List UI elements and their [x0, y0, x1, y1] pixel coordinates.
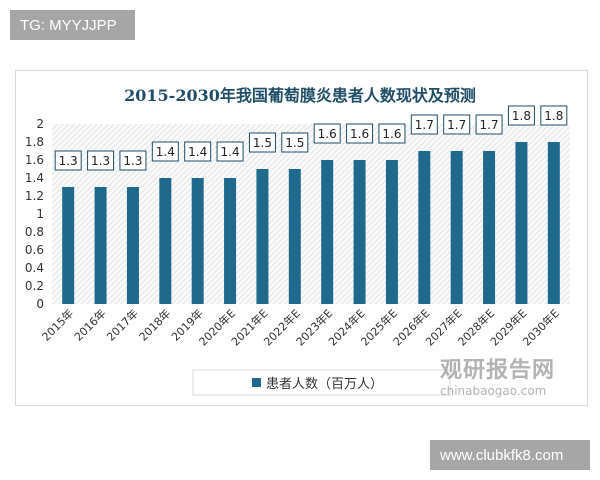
- data-label: 1.7: [415, 118, 434, 132]
- data-label-box: [248, 132, 276, 153]
- bar: [94, 187, 107, 304]
- data-label-box: [216, 141, 244, 162]
- watermark-top-left: TG: MYYJJPP: [10, 10, 135, 40]
- data-label: 1.8: [512, 109, 531, 123]
- data-label-box: [87, 150, 115, 171]
- chart-title: 2015-2030年我国葡萄膜炎患者人数现状及预测: [124, 86, 476, 105]
- bar: [159, 178, 172, 304]
- data-label-box: [281, 132, 309, 153]
- data-label: 1.6: [350, 127, 369, 141]
- data-label-box: [313, 123, 341, 144]
- data-label: 1.6: [382, 127, 401, 141]
- y-tick-label: 1.4: [25, 171, 44, 185]
- data-label: 1.5: [285, 136, 304, 150]
- bar: [224, 178, 237, 304]
- bar: [321, 160, 334, 304]
- y-tick-label: 0.6: [25, 243, 44, 257]
- y-tick-label: 0.2: [25, 279, 44, 293]
- data-label: 1.8: [544, 109, 563, 123]
- watermark-bottom-right: www.clubkfk8.com: [430, 440, 590, 470]
- data-label: 1.4: [188, 145, 207, 159]
- y-tick-label: 1.8: [25, 135, 44, 149]
- bar: [515, 142, 528, 304]
- bar: [385, 160, 398, 304]
- data-label: 1.3: [91, 154, 110, 168]
- watermark-logo: 观研报告网 chinabaogao.com: [440, 358, 556, 398]
- bar: [547, 142, 560, 304]
- bar: [62, 187, 75, 304]
- data-label: 1.3: [123, 154, 142, 168]
- bar: [353, 160, 366, 304]
- data-label-box: [507, 105, 535, 126]
- bar: [450, 151, 463, 304]
- bar: [126, 187, 139, 304]
- y-tick-label: 1.2: [25, 189, 44, 203]
- y-tick-label: 2: [36, 117, 44, 131]
- data-label: 1.4: [221, 145, 240, 159]
- data-label: 1.6: [318, 127, 337, 141]
- data-label: 1.7: [480, 118, 499, 132]
- y-tick-label: 0.4: [25, 261, 44, 275]
- bar: [288, 169, 301, 304]
- data-label-box: [540, 105, 568, 126]
- data-label-box: [119, 150, 147, 171]
- chart-frame: [15, 70, 588, 406]
- legend-swatch: [252, 378, 261, 387]
- data-label-box: [151, 141, 179, 162]
- data-label-box: [443, 114, 471, 135]
- data-label: 1.7: [447, 118, 466, 132]
- x-tick-label: 2017年: [104, 306, 141, 343]
- bar: [483, 151, 496, 304]
- data-label: 1.5: [253, 136, 272, 150]
- data-label-box: [378, 123, 406, 144]
- y-tick-label: 1: [36, 207, 44, 221]
- x-tick-label: 2018年: [136, 306, 173, 343]
- data-label: 1.3: [59, 154, 78, 168]
- y-tick-label: 0.8: [25, 225, 44, 239]
- y-tick-label: 1.6: [25, 153, 44, 167]
- data-label-box: [184, 141, 212, 162]
- legend: 患者人数（百万人）: [192, 369, 451, 396]
- x-tick-label: 2016年: [71, 306, 108, 343]
- y-tick-label: 0: [36, 297, 44, 311]
- bar: [191, 178, 204, 304]
- data-label-box: [410, 114, 438, 135]
- data-label-box: [475, 114, 503, 135]
- data-label-box: [54, 150, 82, 171]
- bar: [256, 169, 269, 304]
- x-tick-label: 2015年: [39, 306, 76, 343]
- data-label: 1.4: [156, 145, 175, 159]
- legend-label: 患者人数（百万人）: [266, 377, 383, 392]
- data-label-box: [346, 123, 374, 144]
- bar: [418, 151, 431, 304]
